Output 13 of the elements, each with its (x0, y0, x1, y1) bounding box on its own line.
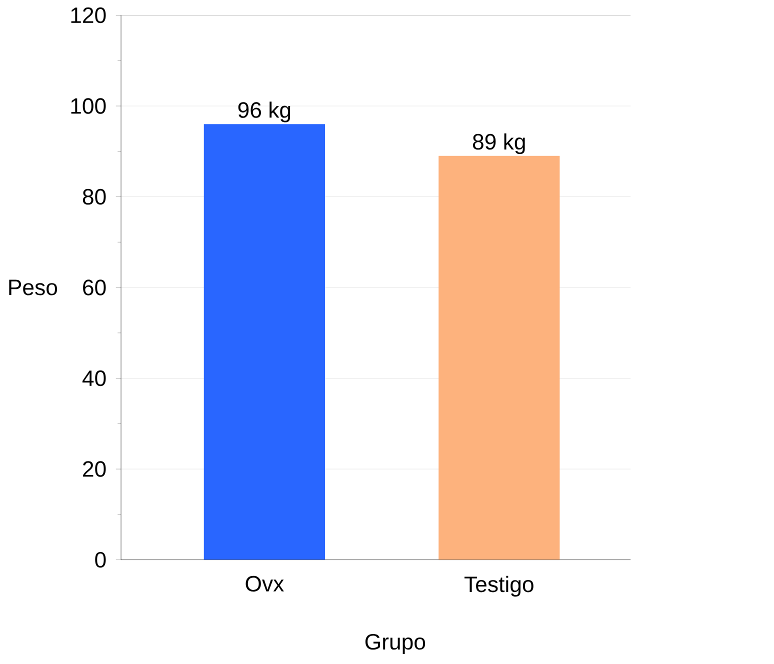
x-axis-title: Grupo (365, 634, 426, 654)
y-tick-label: 40 (82, 370, 106, 386)
y-tick-label: 20 (83, 461, 106, 477)
y-tick-label: 100 (71, 98, 106, 114)
data-label: 96 kg (238, 102, 290, 122)
y-tick-label: 60 (83, 280, 106, 296)
x-tick-label: Ovx (246, 576, 284, 592)
data-label: 89 kg (472, 133, 525, 154)
x-tick-label: Testigo (464, 576, 534, 597)
y-tick-label: 120 (71, 7, 106, 24)
y-tick-label: 0 (95, 552, 106, 568)
y-axis-title: Peso (9, 280, 58, 296)
y-tick-label: 80 (82, 188, 106, 205)
